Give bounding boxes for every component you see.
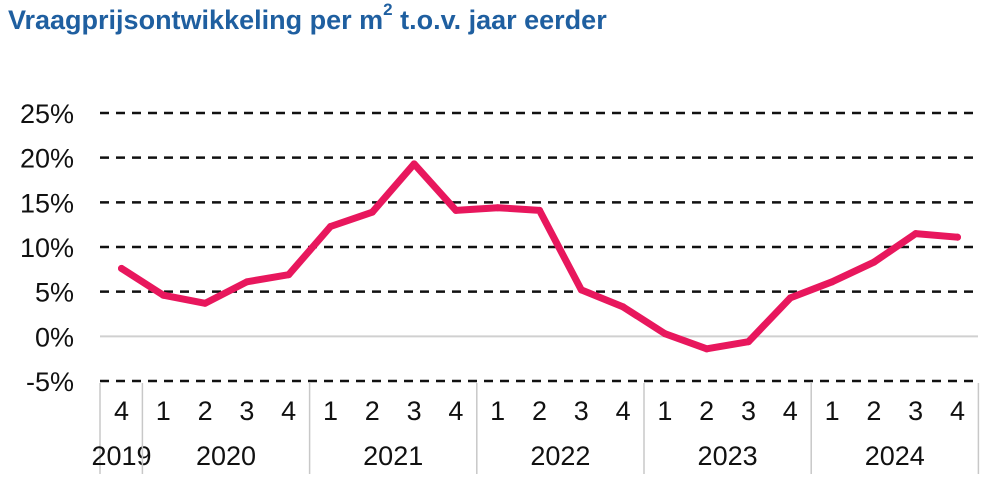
chart-title: Vraagprijsontwikkeling per m2 t.o.v. jaa… xyxy=(8,0,607,36)
data-point xyxy=(159,291,167,299)
quarter-label: 3 xyxy=(908,396,923,426)
quarter-label: 4 xyxy=(281,396,296,426)
year-label: 2019 xyxy=(91,441,151,471)
quarter-label: 4 xyxy=(114,396,129,426)
quarter-label: 4 xyxy=(950,396,965,426)
data-point xyxy=(577,286,585,294)
quarter-label: 2 xyxy=(699,396,714,426)
y-tick-label: -5% xyxy=(26,367,74,397)
y-axis-ticks: -5% 0% 5% 10% 15% 20% 25% xyxy=(20,99,74,397)
data-point xyxy=(243,278,251,286)
data-point xyxy=(368,208,376,216)
year-label: 2023 xyxy=(698,441,758,471)
quarter-label: 3 xyxy=(239,396,254,426)
year-label: 2024 xyxy=(865,441,925,471)
data-point xyxy=(703,345,711,353)
y-tick-label: 15% xyxy=(20,188,74,218)
title-superscript: 2 xyxy=(383,0,393,19)
data-point xyxy=(745,338,752,346)
quarter-label: 2 xyxy=(532,396,547,426)
quarter-label: 3 xyxy=(741,396,756,426)
series-line-0 xyxy=(118,160,961,353)
data-point xyxy=(912,230,920,238)
data-point xyxy=(786,294,794,302)
year-label: 2021 xyxy=(363,441,423,471)
series-layer xyxy=(118,160,961,353)
data-point xyxy=(285,271,293,279)
quarter-label: 4 xyxy=(616,396,631,426)
data-point xyxy=(619,303,627,311)
data-point xyxy=(410,160,418,168)
y-tick-label: 25% xyxy=(20,99,74,129)
quarter-label: 1 xyxy=(490,396,505,426)
data-point xyxy=(536,206,543,214)
quarter-label: 3 xyxy=(407,396,422,426)
data-point xyxy=(327,222,334,230)
data-point xyxy=(870,258,878,266)
y-tick-label: 0% xyxy=(35,322,74,352)
quarter-label: 1 xyxy=(156,396,171,426)
quarter-label: 2 xyxy=(866,396,881,426)
y-tick-label: 5% xyxy=(35,278,74,308)
quarter-label: 1 xyxy=(323,396,338,426)
title-rest-text: t.o.v. jaar eerder xyxy=(392,5,607,35)
data-point xyxy=(494,204,502,212)
data-point xyxy=(201,299,209,307)
year-label: 2022 xyxy=(530,441,590,471)
data-point xyxy=(661,330,669,338)
quarter-label: 2 xyxy=(365,396,380,426)
quarter-label: 4 xyxy=(448,396,463,426)
quarter-label: 1 xyxy=(657,396,672,426)
year-label: 2020 xyxy=(196,441,256,471)
grid-lines xyxy=(100,111,978,383)
title-main-text: Vraagprijsontwikkeling per m xyxy=(8,5,384,35)
y-tick-label: 10% xyxy=(20,233,74,263)
data-point xyxy=(452,206,460,214)
quarter-label: 3 xyxy=(574,396,589,426)
quarter-label: 1 xyxy=(825,396,840,426)
data-point xyxy=(118,264,125,272)
quarter-label: 2 xyxy=(198,396,213,426)
data-point xyxy=(954,233,961,241)
data-point xyxy=(828,278,836,286)
y-tick-label: 20% xyxy=(20,144,74,174)
quarter-label: 4 xyxy=(783,396,798,426)
